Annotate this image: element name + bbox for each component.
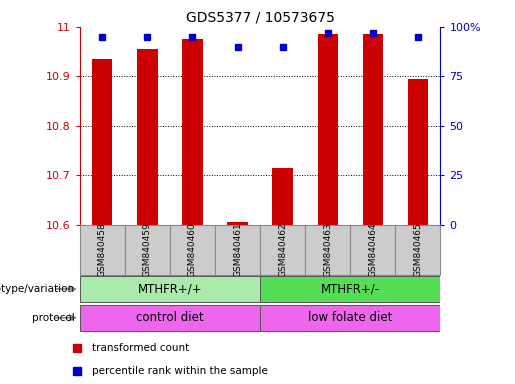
Bar <box>350 225 396 275</box>
Bar <box>80 305 260 331</box>
Text: protocol: protocol <box>32 313 75 323</box>
Text: GSM840464: GSM840464 <box>368 222 377 277</box>
Title: GDS5377 / 10573675: GDS5377 / 10573675 <box>185 10 335 24</box>
Bar <box>272 168 293 225</box>
Bar <box>182 39 202 225</box>
Text: control diet: control diet <box>136 311 204 324</box>
Text: GSM840460: GSM840460 <box>188 222 197 277</box>
Bar <box>396 225 440 275</box>
Text: transformed count: transformed count <box>92 343 190 353</box>
Bar <box>92 59 112 225</box>
Text: low folate diet: low folate diet <box>308 311 392 324</box>
Text: MTHFR+/+: MTHFR+/+ <box>138 283 202 295</box>
Bar <box>260 305 440 331</box>
Bar <box>215 225 260 275</box>
Bar <box>170 225 215 275</box>
Text: GSM840463: GSM840463 <box>323 222 332 277</box>
Bar <box>305 225 350 275</box>
Bar <box>408 79 428 225</box>
Bar <box>260 225 305 275</box>
Bar <box>260 276 440 302</box>
Text: GSM840461: GSM840461 <box>233 222 242 277</box>
Bar <box>80 225 125 275</box>
Bar <box>363 34 383 225</box>
Bar <box>318 34 338 225</box>
Bar <box>138 49 158 225</box>
Text: percentile rank within the sample: percentile rank within the sample <box>92 366 268 376</box>
Text: GSM840459: GSM840459 <box>143 222 152 277</box>
Text: GSM840458: GSM840458 <box>98 222 107 277</box>
Text: genotype/variation: genotype/variation <box>0 284 75 294</box>
Bar <box>125 225 170 275</box>
Text: GSM840462: GSM840462 <box>278 222 287 277</box>
Bar <box>228 222 248 225</box>
Bar <box>80 276 260 302</box>
Text: GSM840465: GSM840465 <box>414 222 422 277</box>
Text: MTHFR+/-: MTHFR+/- <box>321 283 380 295</box>
